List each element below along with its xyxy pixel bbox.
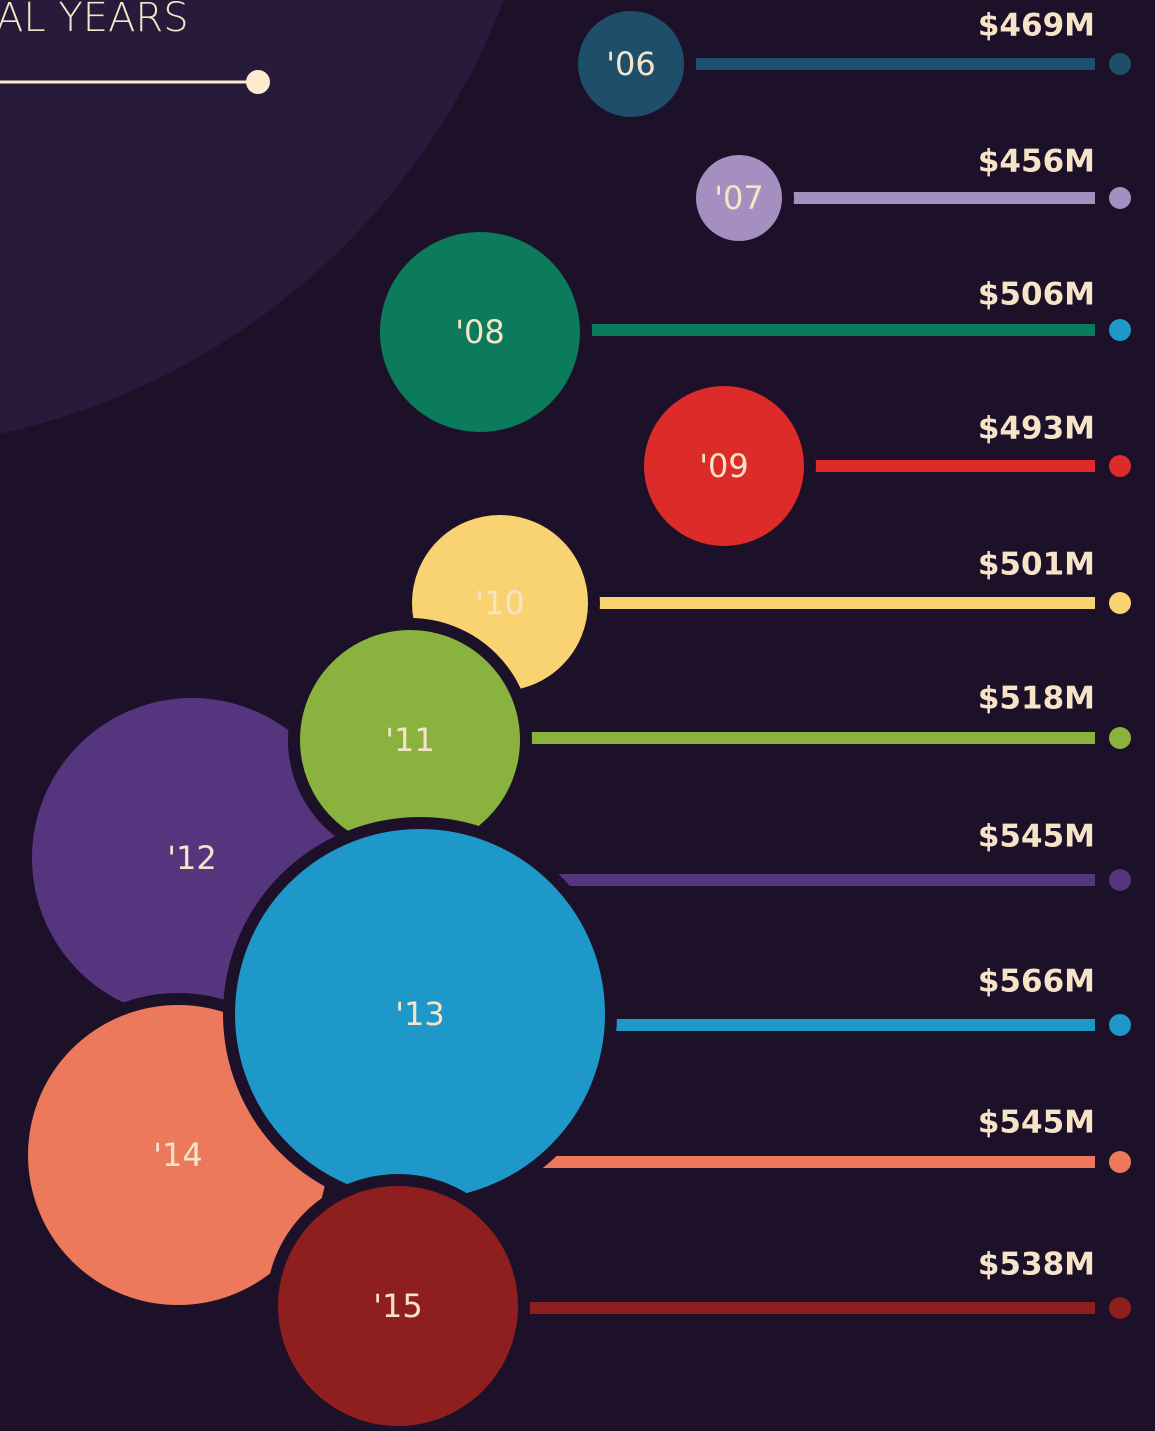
year-label: '12: [167, 839, 217, 877]
row-dot: [1109, 869, 1131, 891]
row-dot: [1109, 319, 1131, 341]
year-bubble: [684, 143, 794, 253]
year-label: '10: [475, 584, 525, 622]
year-label: '11: [385, 721, 435, 759]
title: AL YEARS: [0, 0, 189, 41]
amount-label: $469M: [978, 8, 1095, 44]
year-label: '07: [714, 179, 764, 217]
year-label: '13: [395, 995, 445, 1033]
amount-label: $545M: [978, 1105, 1095, 1141]
year-bubble: [566, 0, 696, 129]
amount-label: $506M: [978, 277, 1095, 313]
amount-label: $456M: [978, 144, 1095, 180]
amount-label: $518M: [978, 681, 1095, 717]
amount-label: $566M: [978, 964, 1095, 1000]
row-dot: [1109, 1297, 1131, 1319]
year-label: '15: [373, 1287, 423, 1325]
row-dot: [1109, 592, 1131, 614]
year-bubble: [266, 1174, 530, 1431]
amount-label: $545M: [978, 819, 1095, 855]
row-dot: [1109, 1014, 1131, 1036]
year-label: '14: [153, 1136, 203, 1174]
row-dot: [1109, 727, 1131, 749]
year-bubble: [368, 220, 592, 444]
row-dot: [1109, 1151, 1131, 1173]
amount-label: $493M: [978, 411, 1095, 447]
amount-label: $538M: [978, 1247, 1095, 1283]
year-label: '08: [455, 313, 505, 351]
amount-label: $501M: [978, 547, 1095, 583]
row-dot: [1109, 455, 1131, 477]
year-label: '09: [699, 447, 749, 485]
row-dot: [1109, 187, 1131, 209]
year-bubble: [632, 374, 816, 558]
row-dot: [1109, 53, 1131, 75]
backdrop-circle: [0, 0, 504, 434]
year-label: '06: [606, 45, 656, 83]
title-dot: [246, 70, 270, 94]
